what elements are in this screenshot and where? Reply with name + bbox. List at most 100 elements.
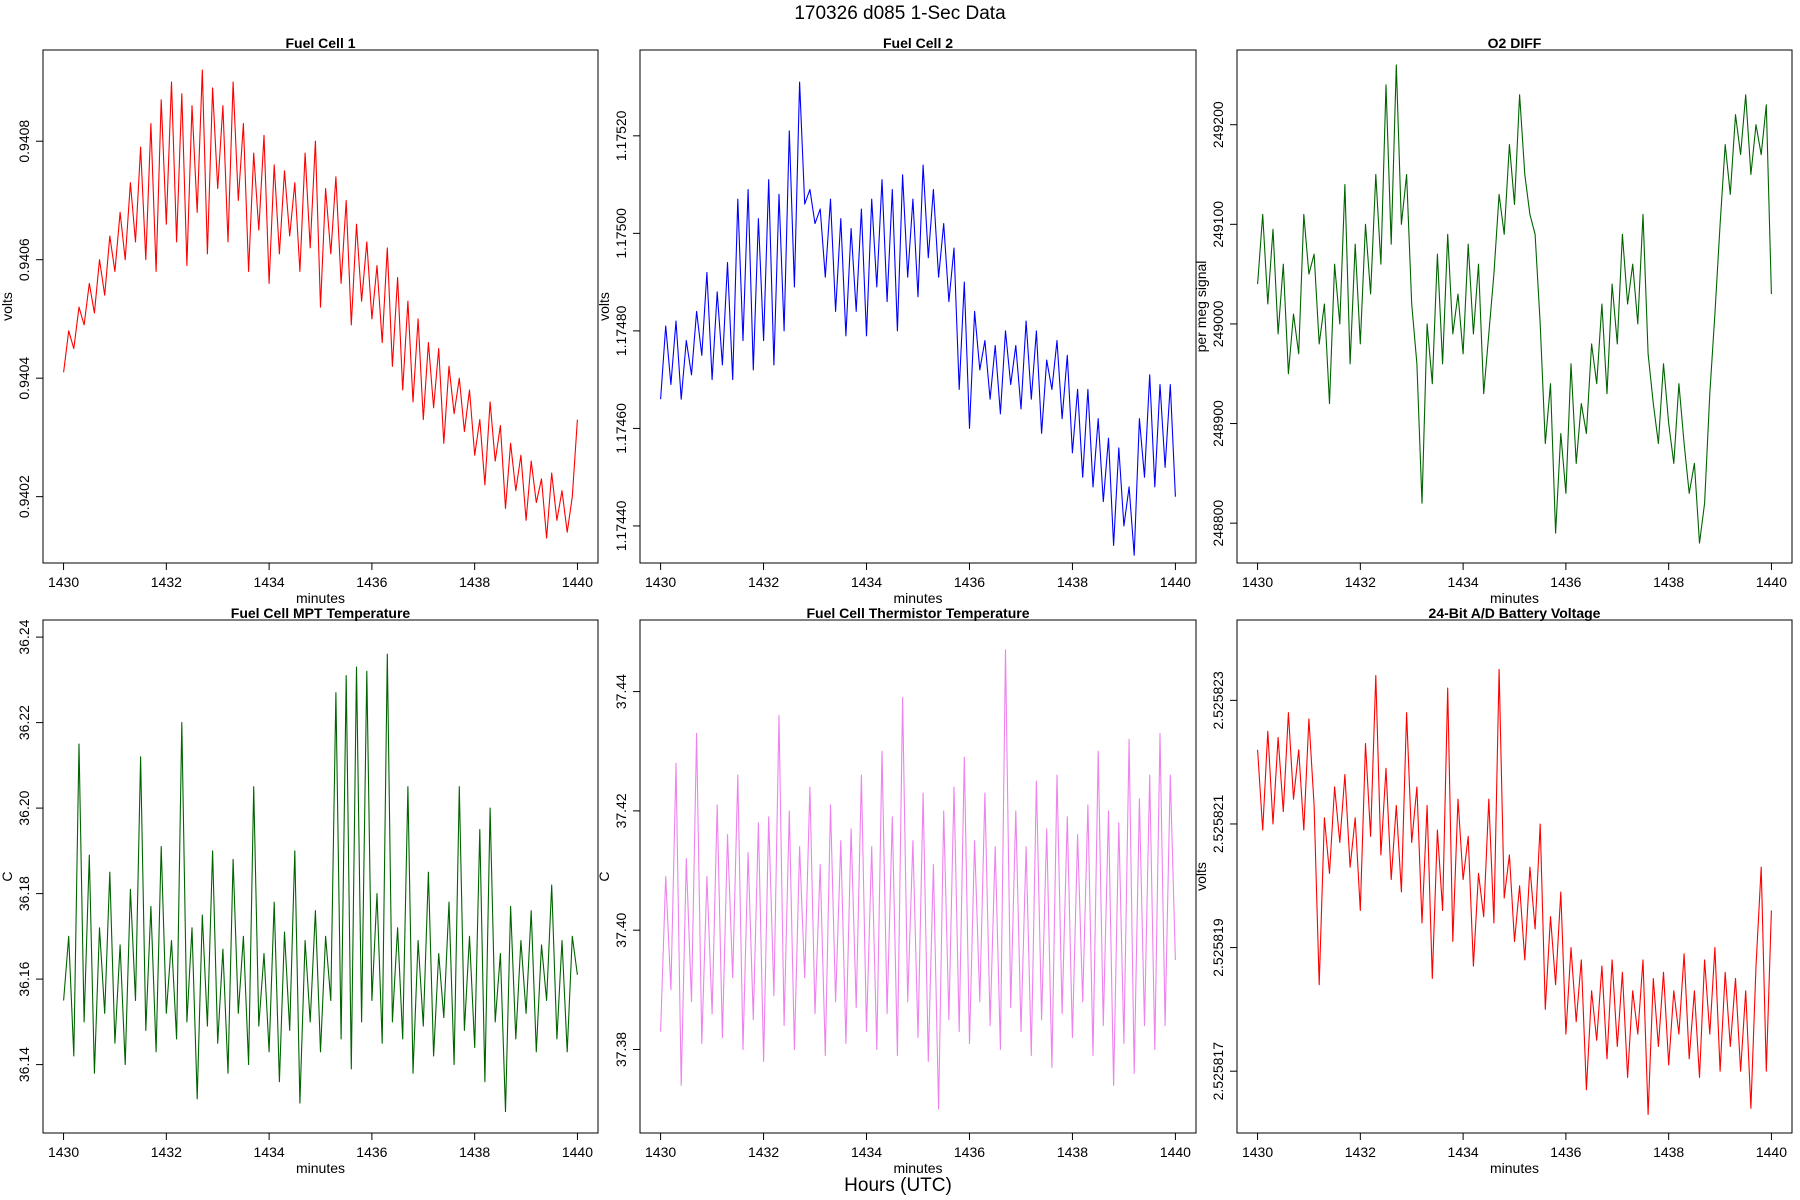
y-tick-label: 36.20 [16, 790, 32, 825]
x-tick-label: 1434 [1448, 574, 1479, 590]
x-tick-label: 1438 [1057, 574, 1088, 590]
panel-title: O2 DIFF [1488, 35, 1542, 51]
y-tick-label: 36.24 [16, 619, 32, 654]
x-tick-label: 1430 [645, 1144, 676, 1160]
panel-title: Fuel Cell MPT Temperature [231, 605, 411, 621]
y-axis-label: C [0, 871, 15, 881]
x-tick-label: 1434 [851, 1144, 882, 1160]
x-tick-label: 1440 [562, 1144, 593, 1160]
x-tick-label: 1438 [1057, 1144, 1088, 1160]
x-axis-label: minutes [296, 590, 345, 606]
x-tick-label: 1440 [1160, 1144, 1191, 1160]
x-tick-label: 1436 [356, 1144, 387, 1160]
x-tick-label: 1432 [151, 1144, 182, 1160]
y-tick-label: 1.17500 [613, 208, 629, 259]
y-axis-label: C [596, 871, 612, 881]
y-tick-label: 36.14 [16, 1047, 32, 1082]
x-tick-label: 1440 [1756, 574, 1787, 590]
y-axis-label: volts [0, 292, 15, 321]
x-tick-label: 1434 [254, 1144, 285, 1160]
y-tick-label: 2.525819 [1210, 918, 1226, 977]
panel-title: 24-Bit A/D Battery Voltage [1429, 605, 1601, 621]
y-tick-label: 0.9408 [16, 120, 32, 163]
x-tick-label: 1436 [1550, 1144, 1581, 1160]
y-tick-label: 37.42 [613, 793, 629, 828]
y-tick-label: 37.40 [613, 912, 629, 947]
panel-fuel-cell-mpt-temperature: Fuel Cell MPT Temperature minutes C 1430 143… [0, 605, 599, 1176]
y-tick-label: 1.17440 [613, 500, 629, 551]
x-tick-label: 1438 [459, 1144, 490, 1160]
x-axis-label: minutes [296, 1160, 345, 1176]
x-tick-label: 1436 [356, 574, 387, 590]
figure-x-label: Hours (UTC) [844, 1175, 952, 1196]
plot-frame [639, 619, 1197, 1134]
y-tick-label: 0.9404 [16, 357, 32, 400]
y-tick-label: 0.9406 [16, 238, 32, 281]
x-tick-label: 1432 [1345, 574, 1376, 590]
x-tick-label: 1432 [1345, 1144, 1376, 1160]
x-tick-label: 1440 [562, 574, 593, 590]
series-line [660, 649, 1176, 1110]
x-tick-label: 1438 [459, 574, 490, 590]
x-tick-label: 1430 [48, 574, 79, 590]
y-axis-label: volts [596, 292, 612, 321]
y-tick-label: 37.38 [613, 1032, 629, 1067]
y-tick-label: 2.525823 [1210, 671, 1226, 730]
x-axis-label: minutes [1490, 1160, 1539, 1176]
y-tick-label: 0.9402 [16, 475, 32, 518]
x-tick-label: 1434 [851, 574, 882, 590]
plot-frame [1236, 49, 1793, 564]
plot-frame [42, 49, 599, 564]
panel-o2-diff: O2 DIFF minutes per meg signal 1430 1432 1434… [1193, 35, 1793, 606]
y-tick-label: 249200 [1210, 101, 1226, 148]
series-line [63, 653, 578, 1113]
y-tick-label: 1.17480 [613, 305, 629, 356]
series-line [660, 81, 1176, 556]
y-tick-label: 248800 [1210, 500, 1226, 547]
x-tick-label: 1432 [748, 1144, 779, 1160]
y-tick-label: 37.44 [613, 674, 629, 709]
x-axis-label: minutes [893, 590, 942, 606]
x-tick-label: 1436 [954, 574, 985, 590]
panel-title: Fuel Cell 1 [285, 35, 355, 51]
panel-title: Fuel Cell 2 [883, 35, 953, 51]
x-tick-label: 1436 [954, 1144, 985, 1160]
plot-frame [1236, 619, 1793, 1134]
y-tick-label: 36.22 [16, 705, 32, 740]
x-tick-label: 1440 [1160, 574, 1191, 590]
y-tick-label: 249100 [1210, 201, 1226, 248]
series-line [63, 69, 578, 539]
y-tick-label: 36.16 [16, 961, 32, 996]
panel-battery-voltage: 24-Bit A/D Battery Voltage minutes volts 14… [1193, 605, 1793, 1176]
panel-fuel-cell-1: Fuel Cell 1 minutes volts 1430 1432 1434 1436 1… [0, 35, 599, 606]
series-line [1257, 668, 1772, 1116]
x-tick-label: 1436 [1550, 574, 1581, 590]
x-tick-label: 1434 [1448, 1144, 1479, 1160]
y-tick-label: 1.17520 [613, 110, 629, 161]
x-tick-label: 1440 [1756, 1144, 1787, 1160]
x-tick-label: 1430 [48, 1144, 79, 1160]
y-tick-label: 36.18 [16, 876, 32, 911]
x-axis-label: minutes [1490, 590, 1539, 606]
x-tick-label: 1438 [1653, 574, 1684, 590]
x-tick-label: 1430 [645, 574, 676, 590]
x-tick-label: 1430 [1242, 1144, 1273, 1160]
y-tick-label: 248900 [1210, 400, 1226, 447]
y-tick-label: 2.525817 [1210, 1042, 1226, 1101]
y-tick-label: 249000 [1210, 300, 1226, 347]
y-tick-label: 1.17460 [613, 403, 629, 454]
plot-frame [639, 49, 1197, 564]
figure-title: 170326 d085 1-Sec Data [794, 3, 1006, 24]
series-line [1257, 64, 1772, 544]
panel-fuel-cell-thermistor-temperature: Fuel Cell Thermistor Temperature minutes C… [596, 605, 1197, 1176]
y-tick-label: 2.525821 [1210, 795, 1226, 854]
x-tick-label: 1430 [1242, 574, 1273, 590]
x-tick-label: 1432 [748, 574, 779, 590]
plot-frame [42, 619, 599, 1134]
x-axis-label: minutes [893, 1160, 942, 1176]
x-tick-label: 1434 [254, 574, 285, 590]
panel-title: Fuel Cell Thermistor Temperature [806, 605, 1029, 621]
x-tick-label: 1438 [1653, 1144, 1684, 1160]
y-axis-label: volts [1193, 862, 1209, 891]
